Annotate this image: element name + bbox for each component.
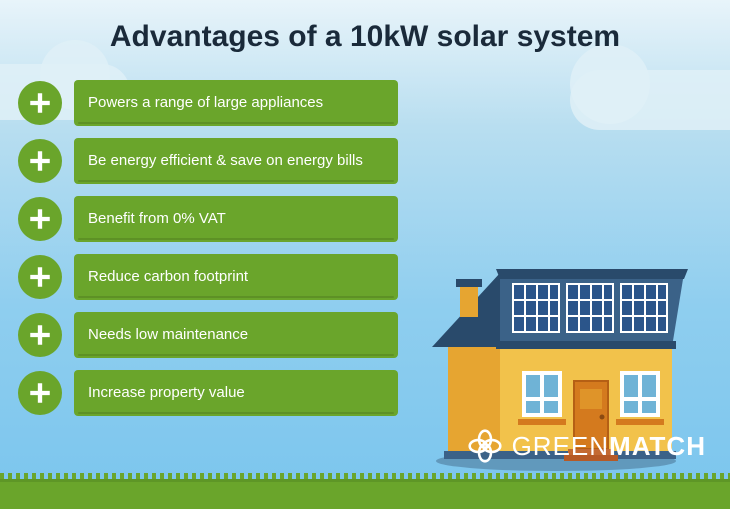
plus-icon	[18, 139, 62, 183]
advantage-row: Powers a range of large appliances	[18, 80, 398, 126]
plus-icon	[18, 81, 62, 125]
infographic-canvas: Advantages of a 10kW solar system Powers…	[0, 0, 730, 509]
plus-icon	[18, 371, 62, 415]
advantage-row: Increase property value	[18, 370, 398, 416]
page-title: Advantages of a 10kW solar system	[0, 20, 730, 54]
plus-icon	[18, 313, 62, 357]
brand-logo-block: GREENMATCH	[468, 429, 706, 463]
cloud	[570, 44, 650, 124]
greenmatch-logo-icon	[468, 429, 502, 463]
advantage-list: Powers a range of large appliances Be en…	[18, 80, 398, 428]
advantage-label: Needs low maintenance	[74, 312, 398, 358]
advantage-label: Reduce carbon footprint	[74, 254, 398, 300]
advantage-label: Benefit from 0% VAT	[74, 196, 398, 242]
advantage-row: Needs low maintenance	[18, 312, 398, 358]
advantage-row: Reduce carbon footprint	[18, 254, 398, 300]
advantage-label: Powers a range of large appliances	[74, 80, 398, 126]
advantage-label: Be energy efficient & save on energy bil…	[74, 138, 398, 184]
grass-strip	[0, 479, 730, 509]
advantage-label: Increase property value	[74, 370, 398, 416]
plus-icon	[18, 255, 62, 299]
plus-icon	[18, 197, 62, 241]
advantage-row: Be energy efficient & save on energy bil…	[18, 138, 398, 184]
advantage-row: Benefit from 0% VAT	[18, 196, 398, 242]
brand-name: GREENMATCH	[512, 431, 706, 462]
